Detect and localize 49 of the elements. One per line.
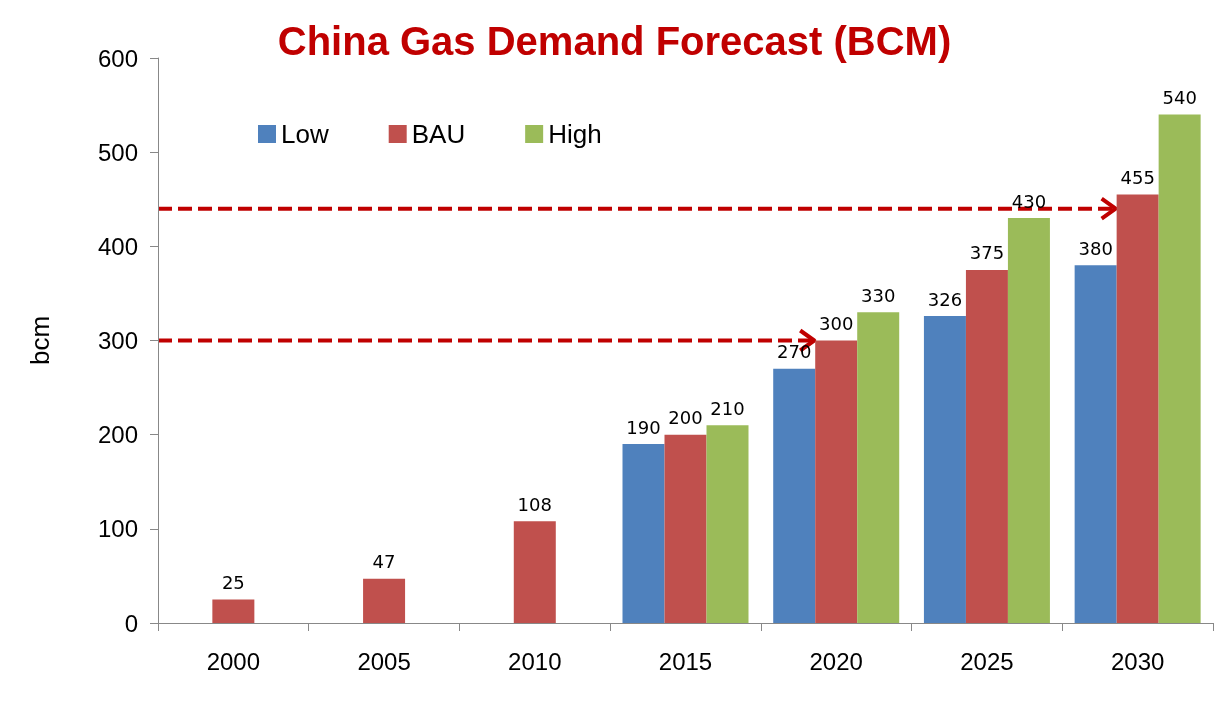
bar	[513, 521, 556, 623]
legend-label: BAU	[411, 119, 466, 149]
x-tick-label: 2015	[658, 647, 713, 675]
y-tick-label: 100	[97, 515, 138, 543]
data-label: 190	[626, 416, 661, 438]
data-label: 210	[710, 397, 745, 419]
x-tick-label: 2030	[1110, 647, 1165, 675]
data-label: 200	[668, 407, 703, 429]
x-tick-label: 2025	[960, 647, 1014, 675]
bar	[1007, 218, 1050, 623]
x-tick-label: 2020	[809, 647, 863, 675]
bar	[923, 316, 966, 623]
data-label: 300	[819, 313, 854, 334]
bar	[212, 599, 255, 623]
chart-title: China Gas Demand Forecast (BCM)	[277, 19, 952, 63]
data-label: 326	[927, 288, 963, 310]
y-tick-label: 500	[97, 138, 138, 166]
data-label: 270	[777, 341, 812, 363]
bar	[1116, 194, 1159, 623]
bar	[1158, 114, 1201, 623]
bar	[1074, 265, 1117, 623]
data-label: 25	[221, 571, 245, 593]
bar	[857, 312, 900, 623]
data-label: 430	[1011, 190, 1047, 212]
y-tick-label: 600	[97, 44, 138, 72]
legend-label: High	[548, 119, 602, 149]
bar	[965, 269, 1008, 623]
data-label: 47	[372, 551, 396, 573]
data-label: 330	[861, 284, 896, 306]
x-tick-label: 2005	[357, 647, 411, 675]
bar	[622, 444, 665, 623]
y-tick-label: 300	[97, 327, 138, 354]
x-tick-label: 2000	[206, 647, 261, 675]
bar	[664, 434, 707, 623]
data-label: 540	[1162, 87, 1197, 108]
bar	[706, 425, 749, 623]
bar	[815, 340, 858, 623]
y-axis-title: bcm	[25, 315, 55, 366]
x-tick-label: 2010	[508, 647, 562, 675]
y-tick-label: 200	[97, 421, 138, 449]
legend-label: Low	[281, 119, 329, 149]
data-label: 455	[1120, 167, 1155, 189]
data-label: 108	[517, 493, 552, 515]
data-label: 375	[969, 242, 1005, 264]
bar	[363, 578, 406, 623]
y-tick-label: 400	[97, 232, 138, 260]
y-tick-label: 0	[124, 609, 138, 637]
data-label: 380	[1078, 237, 1113, 259]
bar	[773, 368, 816, 623]
